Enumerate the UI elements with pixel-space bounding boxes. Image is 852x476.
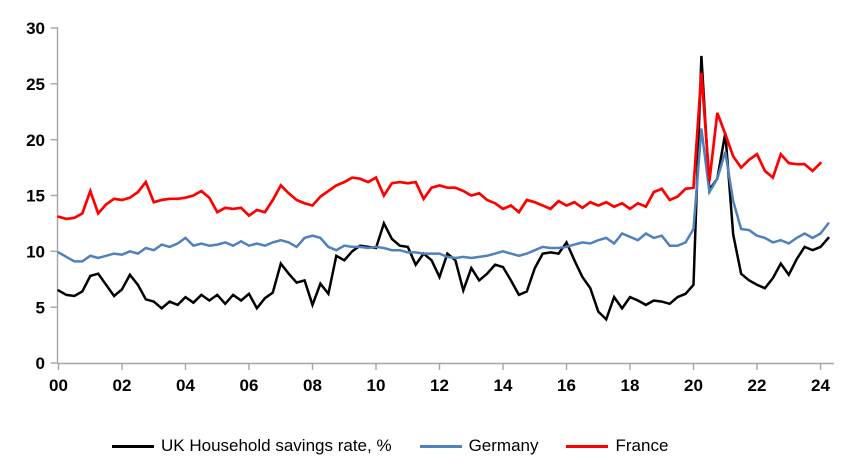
chart-legend: UK Household savings rate, % Germany Fra… bbox=[112, 436, 668, 456]
y-axis-tick-label: 5 bbox=[36, 298, 45, 317]
x-axis-tick-label: 22 bbox=[748, 376, 767, 395]
legend-label-uk: UK Household savings rate, % bbox=[161, 436, 392, 455]
x-axis-tick-label: 14 bbox=[494, 376, 513, 395]
legend-item-germany: Germany bbox=[419, 436, 539, 456]
legend-item-uk: UK Household savings rate, % bbox=[112, 436, 392, 456]
y-axis-tick-label: 20 bbox=[26, 131, 45, 150]
legend-label-germany: Germany bbox=[468, 436, 539, 455]
x-axis-tick-label: 00 bbox=[49, 376, 68, 395]
x-axis-tick-label: 18 bbox=[621, 376, 640, 395]
x-axis-tick-label: 06 bbox=[240, 376, 259, 395]
y-axis-tick-label: 10 bbox=[26, 242, 45, 261]
germany-line-swatch bbox=[419, 444, 462, 448]
uk-line-swatch bbox=[112, 444, 154, 448]
y-axis-tick-label: 30 bbox=[26, 19, 45, 38]
y-axis-tick-label: 0 bbox=[36, 354, 45, 373]
x-axis-tick-label: 08 bbox=[303, 376, 322, 395]
x-axis-tick-label: 10 bbox=[367, 376, 386, 395]
x-axis-tick-label: 20 bbox=[684, 376, 703, 395]
series-line-france bbox=[57, 72, 822, 221]
y-axis-tick-label: 25 bbox=[26, 75, 45, 94]
x-axis-tick-label: 16 bbox=[557, 376, 576, 395]
legend-label-france: France bbox=[615, 436, 669, 455]
x-axis-tick-label: 24 bbox=[811, 376, 830, 395]
x-axis-tick-label: 12 bbox=[430, 376, 449, 395]
y-axis-tick-label: 15 bbox=[26, 187, 45, 206]
x-axis-tick-label: 04 bbox=[176, 376, 195, 395]
series-line-germany bbox=[57, 128, 830, 263]
legend-item-france: France bbox=[566, 436, 668, 456]
france-line-swatch bbox=[566, 444, 609, 448]
x-axis-tick-label: 02 bbox=[113, 376, 132, 395]
